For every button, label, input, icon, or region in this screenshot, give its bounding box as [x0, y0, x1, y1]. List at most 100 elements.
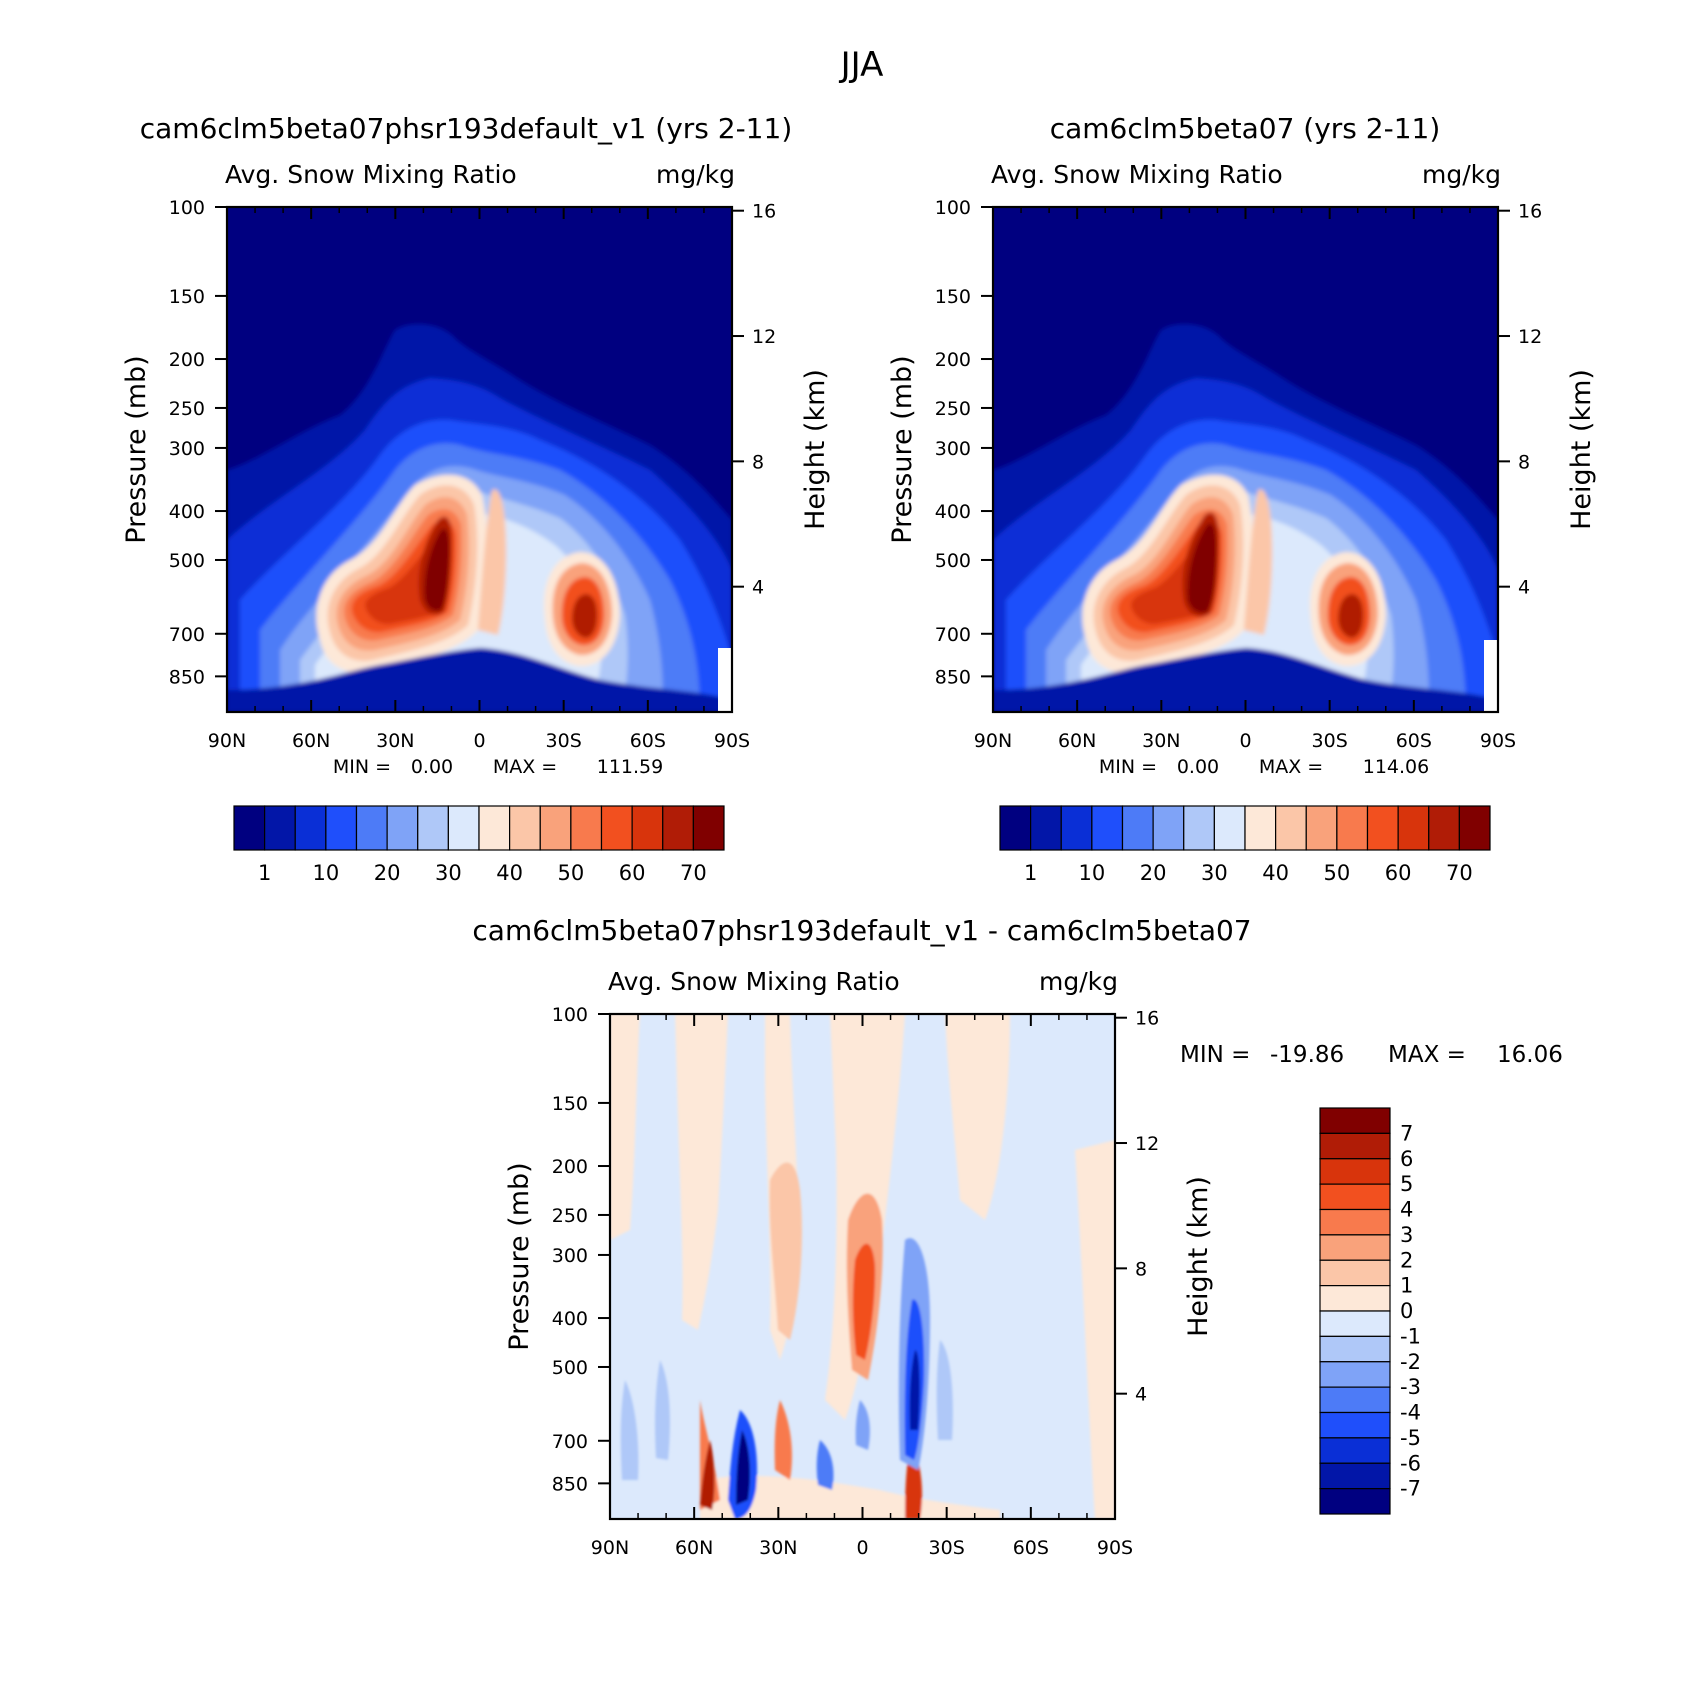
- panel-a-y2-tick-label: 4: [752, 577, 764, 599]
- panel-b-y-tick-label: 250: [935, 398, 971, 420]
- panel-a-colorbar-swatch: [570, 805, 603, 851]
- panel-a-y-tick-label: 400: [169, 501, 205, 523]
- panel-b-colorbar-swatch: [1213, 805, 1246, 851]
- panel-diff-y2-tick-label: 8: [1135, 1258, 1147, 1280]
- panel-diff-y-tick-label: 500: [552, 1357, 588, 1379]
- panel-b-x-tick-label: 60S: [1396, 730, 1432, 752]
- panel-a: cam6clm5beta07phsr193default_v1 (yrs 2-1…: [121, 112, 831, 885]
- panel-a-min-value: 0.00: [411, 756, 453, 778]
- panel-b-colorbar-swatch: [1397, 805, 1430, 851]
- panel-b-y-tick-label: 400: [935, 501, 971, 523]
- panel-diff-x-tick-label: 0: [856, 1537, 868, 1559]
- panel-b-colorbar-swatch: [1183, 805, 1215, 851]
- panel-a-x-tick-label: 60N: [292, 730, 330, 752]
- panel-diff-y-tick-label: 200: [552, 1156, 588, 1178]
- panel-diff-colorbar-label: 4: [1400, 1198, 1413, 1222]
- panel-diff-y2-axis-label: Height (km): [1183, 1176, 1214, 1337]
- panel-b-min-value: 0.00: [1177, 756, 1219, 778]
- panel-b-colorbar-swatch: [1305, 805, 1338, 851]
- panel-diff-y-tick-label: 300: [552, 1245, 588, 1267]
- panel-diff-colorbar-label: -6: [1400, 1451, 1421, 1475]
- panel-a-colorbar-label: 1: [258, 861, 271, 885]
- panel-diff-colorbar-label: -3: [1400, 1375, 1421, 1399]
- panel-b-min-label: MIN =: [1099, 756, 1157, 778]
- panel-a-y2-tick-label: 16: [752, 201, 776, 223]
- panel-diff-field: [610, 1014, 1115, 1519]
- panel-a-colorbar-swatch: [600, 805, 633, 851]
- panel-diff-colorbar-swatch: [1319, 1183, 1391, 1211]
- panel-b-x-tick-label: 90N: [974, 730, 1012, 752]
- panel-a-x-tick-label: 90N: [208, 730, 246, 752]
- panel-diff-x-tick-label: 60N: [675, 1537, 713, 1559]
- panel-b-colorbar-swatch: [1121, 805, 1154, 851]
- panel-diff-units: mg/kg: [1039, 967, 1118, 996]
- panel-a-y-tick-label: 850: [169, 666, 205, 688]
- panel-b-x-tick-label: 30S: [1312, 730, 1348, 752]
- panel-a-units: mg/kg: [656, 160, 735, 189]
- panel-diff-colorbar-swatch: [1319, 1234, 1391, 1261]
- panel-b-y-tick-label: 100: [935, 197, 971, 219]
- panel-b-colorbar-swatch: [1336, 805, 1369, 851]
- panel-a-x-tick-label: 60S: [630, 730, 666, 752]
- panel-b-x-tick-label: 0: [1239, 730, 1251, 752]
- panel-b-y2-tick-label: 4: [1518, 577, 1530, 599]
- panel-b-colorbar-label: 20: [1140, 861, 1167, 885]
- panel-b-y-tick-label: 300: [935, 438, 971, 460]
- panel-diff-y2-tick-label: 16: [1135, 1008, 1159, 1030]
- panel-diff-colorbar-label: 6: [1400, 1147, 1413, 1171]
- panel-a-x-tick-label: 30S: [546, 730, 582, 752]
- panel-diff-colorbar-label: 2: [1400, 1248, 1413, 1272]
- panel-b-units: mg/kg: [1422, 160, 1501, 189]
- panel-b-colorbar-label: 10: [1079, 861, 1106, 885]
- panel-a-y-tick-label: 300: [169, 438, 205, 460]
- panel-diff-y-tick-label: 850: [552, 1473, 588, 1495]
- panel-a-colorbar: 1 10 20 30 40 50 60 70: [233, 805, 725, 885]
- panel-diff-y-axis-label: Pressure (mb): [504, 1162, 535, 1350]
- panel-a-min-label: MIN =: [333, 756, 391, 778]
- panel-a-colorbar-label: 50: [558, 861, 585, 885]
- panel-b-colorbar-label: 60: [1385, 861, 1412, 885]
- panel-a-colorbar-swatch: [386, 805, 419, 851]
- panel-a-colorbar-swatch: [539, 805, 572, 851]
- panel-b-x-tick-label: 90S: [1480, 730, 1516, 752]
- panel-diff-y-tick-label: 700: [552, 1431, 588, 1453]
- panel-b-axes: 90N 60N 30N 0 30S 60S 90S 100 150 200 250 300 400 500…: [887, 197, 1597, 752]
- panel-b-colorbar-swatch: [1275, 805, 1307, 851]
- panel-b-y-axis-label: Pressure (mb): [887, 355, 918, 543]
- panel-b-y-tick-label: 200: [935, 349, 971, 371]
- panel-a-title: cam6clm5beta07phsr193default_v1 (yrs 2-1…: [140, 112, 793, 145]
- panel-b-y-tick-label: 850: [935, 666, 971, 688]
- panel-diff-x-tick-label: 60S: [1013, 1537, 1049, 1559]
- panel-diff-colorbar-label: 1: [1400, 1274, 1413, 1298]
- panel-b-colorbar: 1 10 20 30 40 50 60 70: [999, 805, 1491, 885]
- panel-diff-colorbar-swatch: [1319, 1386, 1391, 1414]
- panel-b-colorbar-swatch: [1091, 805, 1124, 851]
- panel-a-y-tick-label: 100: [169, 197, 205, 219]
- panel-diff-x-tick-label: 90N: [591, 1537, 629, 1559]
- panel-b-colorbar-label: 40: [1262, 861, 1289, 885]
- panel-a-colorbar-swatch: [447, 805, 480, 851]
- panel-b-max-label: MAX =: [1259, 756, 1323, 778]
- panel-diff-y-tick-label: 250: [552, 1205, 588, 1227]
- panel-diff-colorbar-label: 5: [1400, 1172, 1413, 1196]
- panel-b-colorbar-swatch: [1060, 805, 1093, 851]
- panel-a-colorbar-swatch: [631, 805, 664, 851]
- panel-b-colorbar-swatch: [1152, 805, 1185, 851]
- panel-diff-colorbar-label: -2: [1400, 1350, 1421, 1374]
- panel-b-x-tick-label: 30N: [1142, 730, 1180, 752]
- figure-title: JJA: [839, 45, 884, 85]
- panel-a-colorbar-swatch: [355, 805, 388, 851]
- panel-diff-colorbar-swatch: [1319, 1132, 1391, 1160]
- panel-diff-colorbar-label: 7: [1400, 1121, 1413, 1145]
- panel-a-colorbar-swatch: [662, 805, 694, 851]
- panel-b: cam6clm5beta07 (yrs 2-11) Avg. Snow Mixi…: [887, 112, 1597, 885]
- panel-b-colorbar-swatch: [1458, 805, 1491, 851]
- panel-a-colorbar-swatch: [233, 805, 266, 851]
- panel-diff-y-tick-label: 400: [552, 1308, 588, 1330]
- panel-a-y-axis-label: Pressure (mb): [121, 355, 152, 543]
- panel-diff-x-tick-label: 30N: [759, 1537, 797, 1559]
- panel-b-y2-tick-label: 12: [1518, 326, 1542, 348]
- panel-b-colorbar-swatch: [1244, 805, 1277, 851]
